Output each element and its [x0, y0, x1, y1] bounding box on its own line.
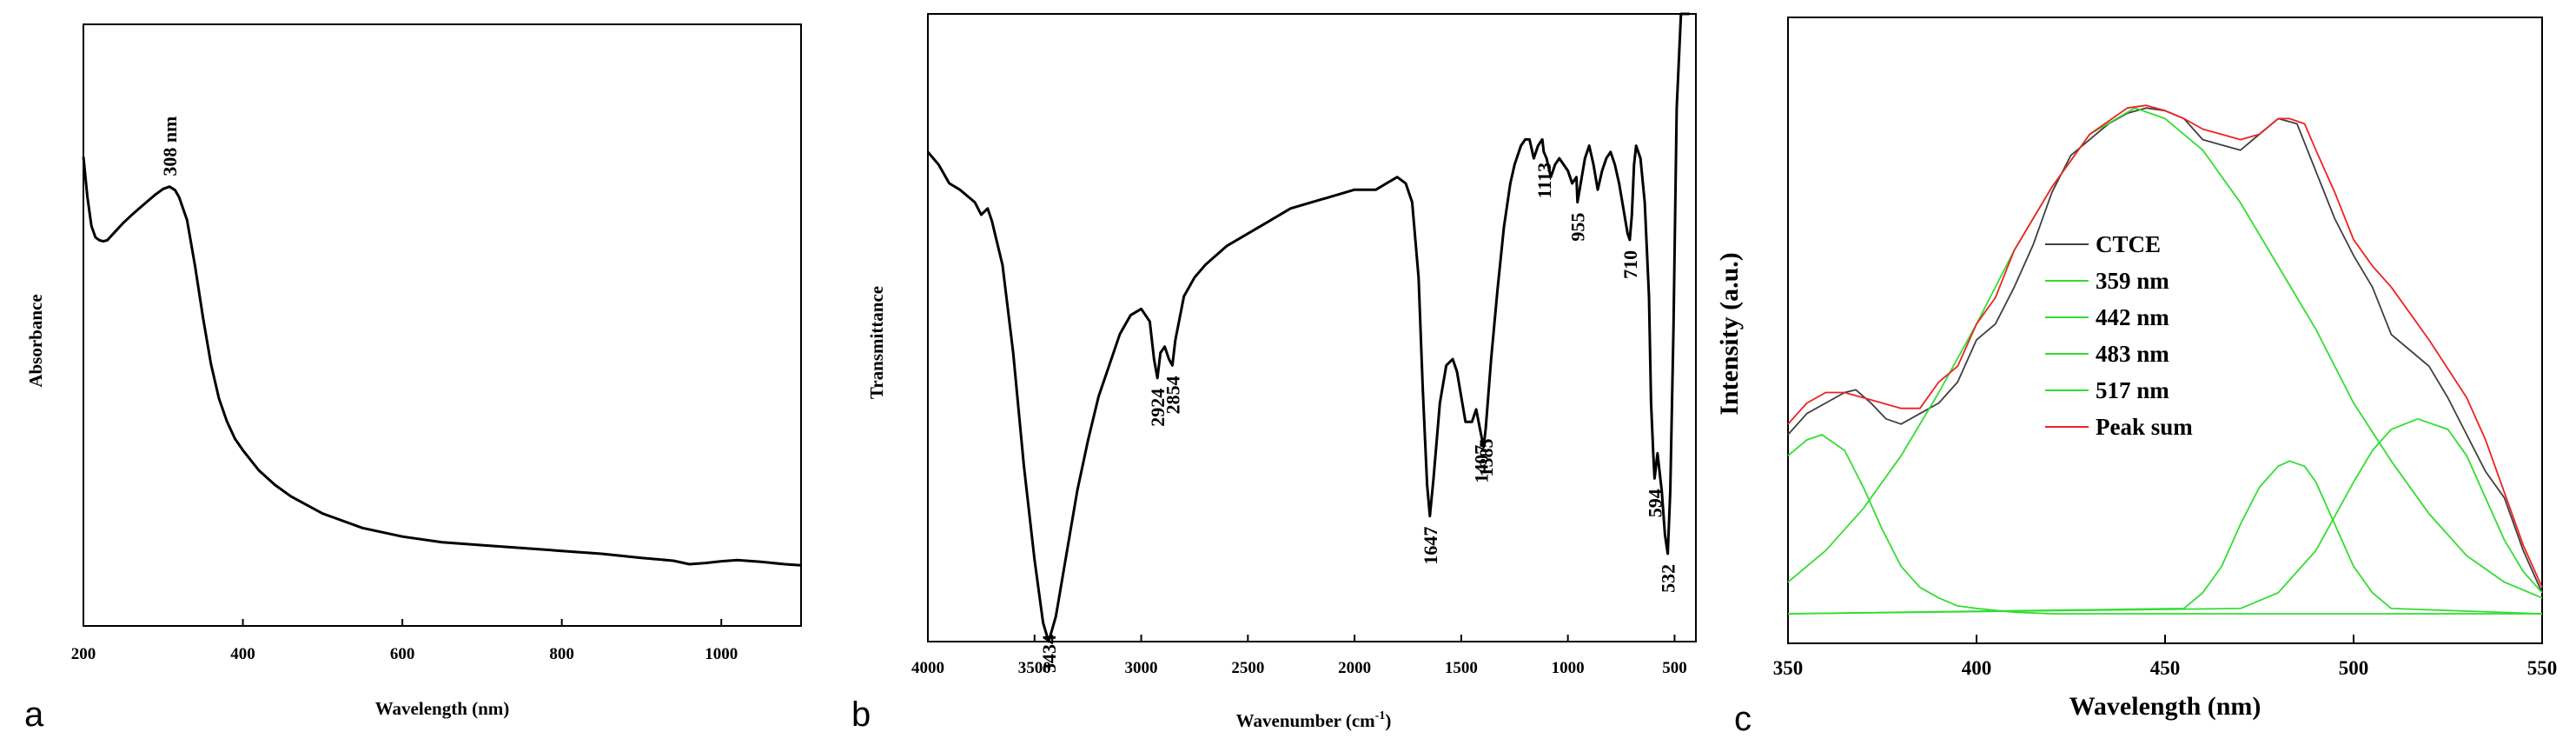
- series-line-442-nm: [1787, 107, 2543, 599]
- x-tick-label: 500: [1662, 659, 1687, 677]
- x-tick-label: 600: [390, 645, 415, 663]
- peak-label: 1113: [1533, 163, 1555, 199]
- panel-c-x-ticks: 350 400 450 500 550: [1773, 635, 2558, 679]
- panel-a-label: a: [24, 695, 44, 734]
- x-tick-label: 2500: [1231, 659, 1264, 677]
- panel-a: 200 400 600 800 1000 308 nm Wavelength (nm) …: [24, 23, 802, 734]
- series-line-517-nm: [1787, 417, 2543, 615]
- legend-label: 359 nm: [2096, 268, 2169, 294]
- x-tick-label: 800: [549, 645, 574, 663]
- panel-b-x-axis-label-sup: -1: [1375, 709, 1386, 722]
- panel-a-peak-annotation: 308 nm: [159, 116, 181, 176]
- peak-label: 2854: [1162, 376, 1183, 414]
- series-line-483-nm: [1787, 460, 2543, 615]
- panel-a-series: [82, 156, 802, 567]
- legend-label: 483 nm: [2096, 341, 2169, 367]
- x-tick-label: 550: [2527, 657, 2558, 679]
- panel-c: 350 400 450 500 550 CTCE 359 nm 442 nm 483 nm 51…: [1715, 17, 2557, 738]
- peak-label: 955: [1567, 213, 1589, 242]
- panel-b-y-axis-label: Transmittance: [866, 286, 887, 399]
- x-tick-label: 2000: [1338, 659, 1371, 677]
- panel-a-y-axis-label: Absorbance: [25, 294, 46, 387]
- panel-a-plot-frame: [83, 23, 802, 627]
- x-tick-label: 1000: [1552, 659, 1585, 677]
- panel-b-x-axis-label-end: ): [1385, 710, 1391, 731]
- x-tick-label: 1500: [1445, 659, 1478, 677]
- panel-b-x-axis-label: Wavenumber (cm-1): [1236, 709, 1392, 731]
- peak-label: 1647: [1420, 527, 1441, 565]
- x-tick-label: 3000: [1125, 659, 1158, 677]
- panel-b-x-axis-label-main: Wavenumber (cm: [1236, 710, 1376, 731]
- peak-label: 594: [1644, 489, 1665, 517]
- x-tick-label: 3500: [1018, 659, 1051, 677]
- x-tick-label: 4000: [911, 659, 944, 677]
- panel-c-x-axis-label: Wavelength (nm): [2069, 692, 2261, 721]
- x-tick-label: 200: [71, 645, 96, 663]
- panel-c-series: [1787, 104, 2543, 615]
- x-tick-label: 400: [1962, 657, 1992, 679]
- peak-label: 2924: [1147, 389, 1169, 427]
- peak-label: 1407: [1471, 445, 1493, 483]
- series-line-ftir: [926, 12, 1690, 643]
- panel-b-plot-frame: [927, 13, 1697, 642]
- x-tick-label: 450: [2150, 657, 2181, 679]
- legend-label: 442 nm: [2096, 304, 2169, 330]
- peak-label: 3434: [1038, 635, 1060, 673]
- panel-c-label: c: [1734, 700, 1752, 738]
- series-line-ctce: [1787, 107, 2543, 594]
- series-line-uv-vis: [82, 156, 802, 567]
- panel-b-label: b: [851, 695, 871, 734]
- peak-label: 1385: [1475, 439, 1497, 477]
- panel-c-y-axis-label: Intensity (a.u.): [1715, 252, 1744, 416]
- x-tick-label: 500: [2339, 657, 2369, 679]
- x-tick-label: 400: [230, 645, 255, 663]
- peak-label: 532: [1658, 564, 1679, 593]
- panel-a-x-axis-label: Wavelength (nm): [375, 698, 510, 719]
- peak-label: 710: [1619, 250, 1641, 279]
- legend-label: CTCE: [2096, 231, 2161, 257]
- panel-c-legend: CTCE 359 nm 442 nm 483 nm 517 nm Peak sum: [2045, 231, 2193, 440]
- legend-label: 517 nm: [2096, 377, 2169, 403]
- x-tick-label: 1000: [705, 645, 738, 663]
- legend-label: Peak sum: [2096, 414, 2193, 440]
- panel-b: 4000 3500 3000 2500 2000 1500 1000 500 3434 2924…: [851, 12, 1697, 734]
- panel-b-x-ticks: 4000 3500 3000 2500 2000 1500 1000 500: [911, 635, 1687, 677]
- panel-b-series: [926, 12, 1690, 643]
- x-tick-label: 350: [1773, 657, 1804, 679]
- panel-a-x-ticks: 200 400 600 800 1000: [71, 619, 738, 663]
- series-line-peak-sum: [1787, 104, 2543, 589]
- series-line-359-nm: [1787, 434, 2542, 615]
